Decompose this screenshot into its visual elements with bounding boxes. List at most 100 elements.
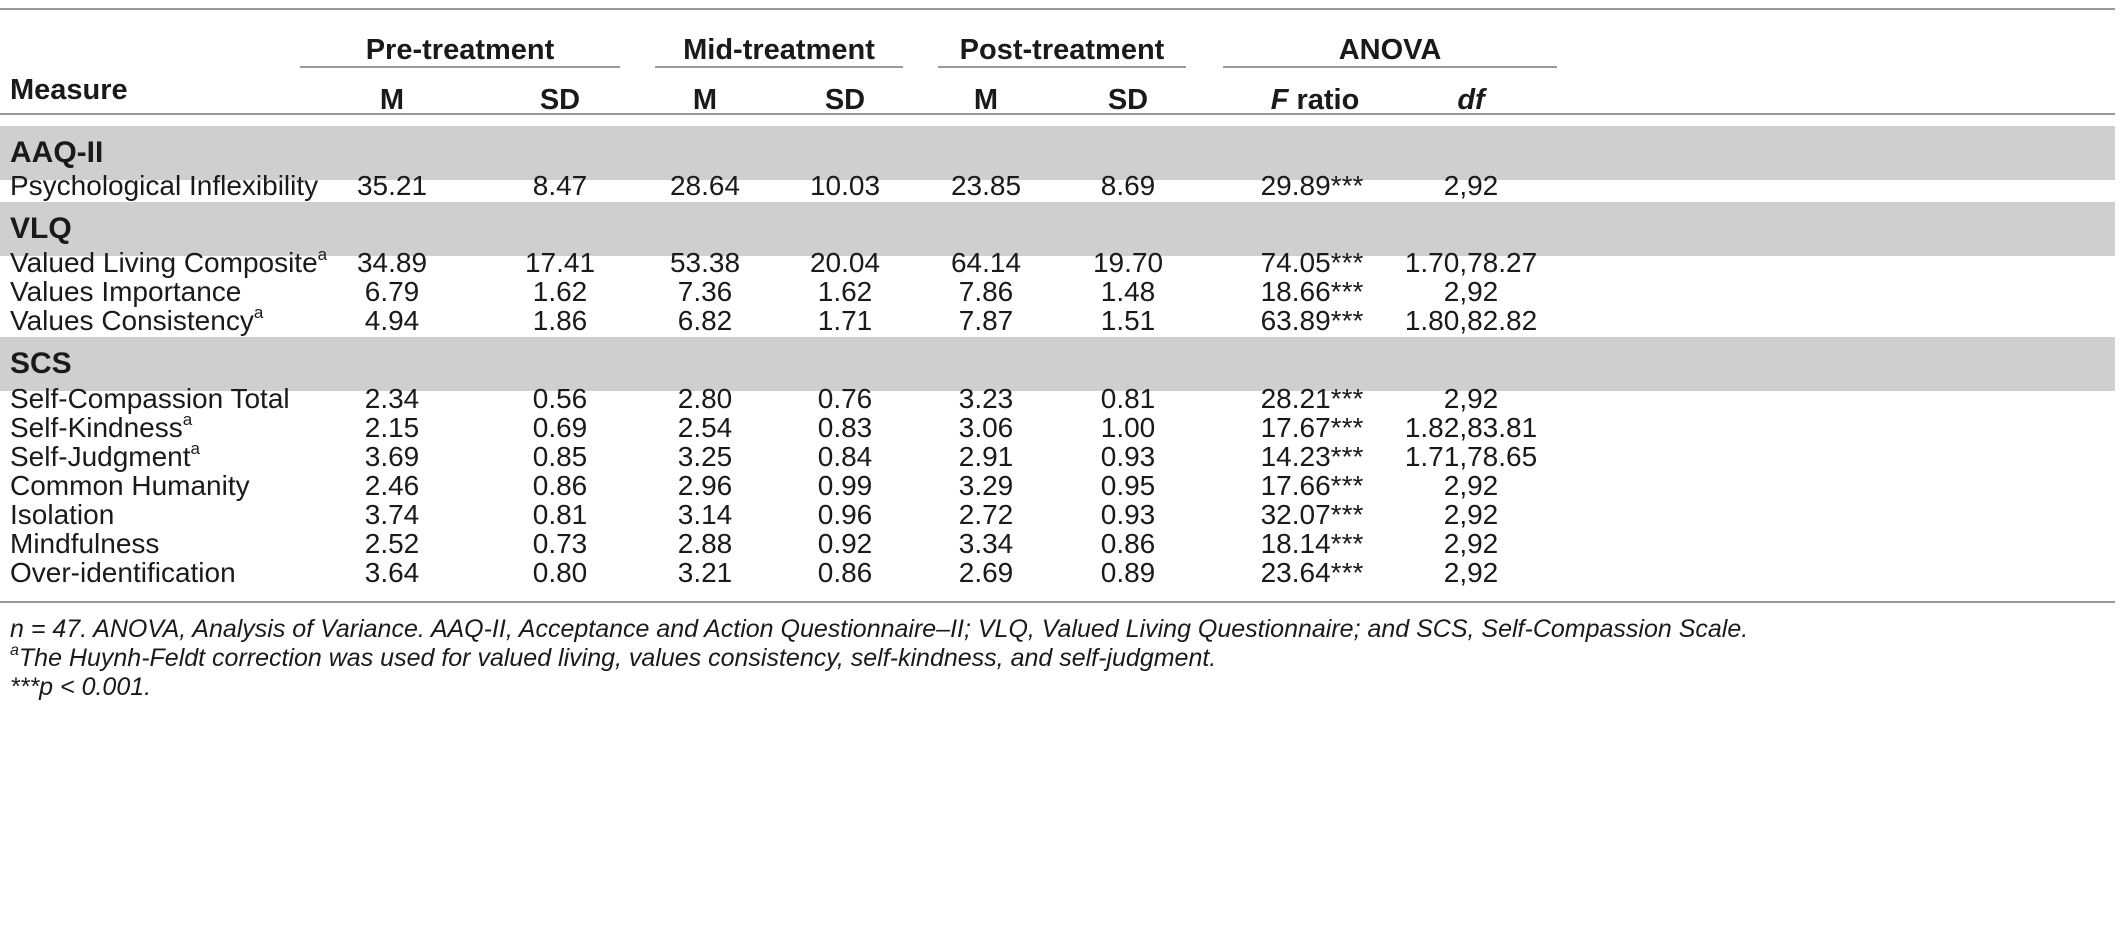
cell-df: 2,92 xyxy=(1443,276,1499,307)
cell-pre-m: 2.34 xyxy=(364,383,420,414)
cell-mid-m: 2.80 xyxy=(677,383,733,414)
cell-post-m: 2.91 xyxy=(958,441,1014,472)
cell-mid-sd: 0.99 xyxy=(817,470,873,501)
cell-mid-m: 53.38 xyxy=(669,247,741,278)
cell-post-m: 3.23 xyxy=(958,383,1014,414)
table-note: n = 47. ANOVA, Analysis of Variance. AAQ… xyxy=(10,615,1749,643)
table-row: Isolation 3.74 0.81 3.14 0.96 2.72 0.93 … xyxy=(0,499,2115,539)
header-rule xyxy=(0,113,2115,115)
cell-f-ratio: 28.21*** xyxy=(1260,383,1364,414)
cell-pre-sd: 8.47 xyxy=(532,170,588,201)
cell-pre-m: 3.64 xyxy=(364,557,420,588)
footnote-marker: a xyxy=(190,439,201,458)
cell-post-sd: 0.86 xyxy=(1100,528,1156,559)
top-rule xyxy=(0,8,2115,10)
footnote-marker: a xyxy=(182,410,193,429)
measure-header: Measure xyxy=(10,74,128,106)
cell-post-m: 3.06 xyxy=(958,412,1014,443)
table-row: Self-Compassion Total 2.34 0.56 2.80 0.7… xyxy=(0,383,2115,423)
cell-mid-m: 2.54 xyxy=(677,412,733,443)
col-header-pre-sd: SD xyxy=(539,84,581,116)
cell-post-sd: 0.81 xyxy=(1100,383,1156,414)
cell-post-m: 3.34 xyxy=(958,528,1014,559)
row-label: Common Humanity xyxy=(10,470,250,501)
col-header-df: df xyxy=(1457,84,1485,116)
cell-df: 1.71,78.65 xyxy=(1404,441,1538,472)
cell-post-m: 7.86 xyxy=(958,276,1014,307)
cell-post-m: 3.29 xyxy=(958,470,1014,501)
cell-post-m: 64.14 xyxy=(950,247,1022,278)
cell-post-sd: 1.48 xyxy=(1100,276,1156,307)
cell-mid-sd: 0.84 xyxy=(817,441,873,472)
cell-pre-sd: 0.86 xyxy=(532,470,588,501)
bottom-rule xyxy=(0,601,2115,603)
cell-f-ratio: 29.89*** xyxy=(1260,170,1364,201)
cell-df: 2,92 xyxy=(1443,170,1499,201)
cell-pre-sd: 0.81 xyxy=(532,499,588,530)
cell-pre-sd: 1.86 xyxy=(532,305,588,336)
cell-pre-m: 35.21 xyxy=(356,170,428,201)
cell-post-sd: 1.51 xyxy=(1100,305,1156,336)
cell-pre-sd: 0.69 xyxy=(532,412,588,443)
cell-f-ratio: 23.64*** xyxy=(1260,557,1364,588)
row-label: Psychological Inflexibility xyxy=(10,170,319,201)
cell-df: 2,92 xyxy=(1443,528,1499,559)
cell-post-m: 23.85 xyxy=(950,170,1022,201)
cell-mid-m: 28.64 xyxy=(669,170,741,201)
cell-post-m: 2.69 xyxy=(958,557,1014,588)
cell-df: 1.80,82.82 xyxy=(1404,305,1538,336)
row-label: Mindfulness xyxy=(10,528,160,559)
cell-df: 1.82,83.81 xyxy=(1404,412,1538,443)
cell-post-sd: 0.95 xyxy=(1100,470,1156,501)
cell-pre-sd: 0.73 xyxy=(532,528,588,559)
cell-pre-m: 2.52 xyxy=(364,528,420,559)
cell-mid-sd: 10.03 xyxy=(809,170,881,201)
group-header-pre: Pre-treatment xyxy=(365,34,555,66)
row-label: Values Importance xyxy=(10,276,242,307)
cell-f-ratio: 32.07*** xyxy=(1260,499,1364,530)
cell-mid-sd: 0.86 xyxy=(817,557,873,588)
f-letter: F xyxy=(1270,84,1289,116)
cell-mid-sd: 0.76 xyxy=(817,383,873,414)
cell-f-ratio: 18.14*** xyxy=(1260,528,1364,559)
group-header-post: Post-treatment xyxy=(959,34,1165,66)
section-title: SCS xyxy=(10,347,72,380)
cell-post-sd: 19.70 xyxy=(1092,247,1164,278)
cell-pre-sd: 0.80 xyxy=(532,557,588,588)
cell-mid-m: 7.36 xyxy=(677,276,733,307)
cell-post-sd: 8.69 xyxy=(1100,170,1156,201)
cell-mid-m: 3.14 xyxy=(677,499,733,530)
cell-df: 2,92 xyxy=(1443,499,1499,530)
cell-f-ratio: 17.67*** xyxy=(1260,412,1364,443)
table-row: Mindfulness 2.52 0.73 2.88 0.92 3.34 0.8… xyxy=(0,528,2115,568)
cell-mid-m: 2.88 xyxy=(677,528,733,559)
cell-mid-sd: 1.71 xyxy=(817,305,873,336)
table-row: Self-Kindnessa 2.15 0.69 2.54 0.83 3.06 … xyxy=(0,410,2115,452)
group-rule-pre xyxy=(300,66,620,68)
table-row: Psychological Inflexibility 35.21 8.47 2… xyxy=(0,170,2115,210)
table-row: Values Importance 6.79 1.62 7.36 1.62 7.… xyxy=(0,276,2115,316)
row-label: Over-identification xyxy=(10,557,236,588)
section-title: VLQ xyxy=(10,212,72,245)
section-header: VLQ xyxy=(0,202,2115,256)
section-header: AAQ-II xyxy=(0,126,2115,180)
cell-post-sd: 0.93 xyxy=(1100,441,1156,472)
cell-pre-sd: 0.85 xyxy=(532,441,588,472)
cell-pre-m: 6.79 xyxy=(364,276,420,307)
group-rule-mid xyxy=(655,66,903,68)
cell-f-ratio: 63.89*** xyxy=(1260,305,1364,336)
cell-pre-m: 2.15 xyxy=(364,412,420,443)
cell-mid-sd: 0.96 xyxy=(817,499,873,530)
table-row: Valued Living Compositea 34.89 17.41 53.… xyxy=(0,245,2115,287)
footnote-marker: a xyxy=(10,642,19,659)
col-header-f-ratio: F ratio xyxy=(1220,84,1410,117)
footnote-marker: a xyxy=(317,245,328,264)
cell-f-ratio: 17.66*** xyxy=(1260,470,1364,501)
cell-f-ratio: 74.05*** xyxy=(1260,247,1364,278)
cell-pre-m: 34.89 xyxy=(356,247,428,278)
row-label: Valued Living Compositea xyxy=(10,245,328,278)
table-row: Over-identification 3.64 0.80 3.21 0.86 … xyxy=(0,557,2115,597)
cell-pre-sd: 17.41 xyxy=(524,247,596,278)
section-header: SCS xyxy=(0,337,2115,391)
